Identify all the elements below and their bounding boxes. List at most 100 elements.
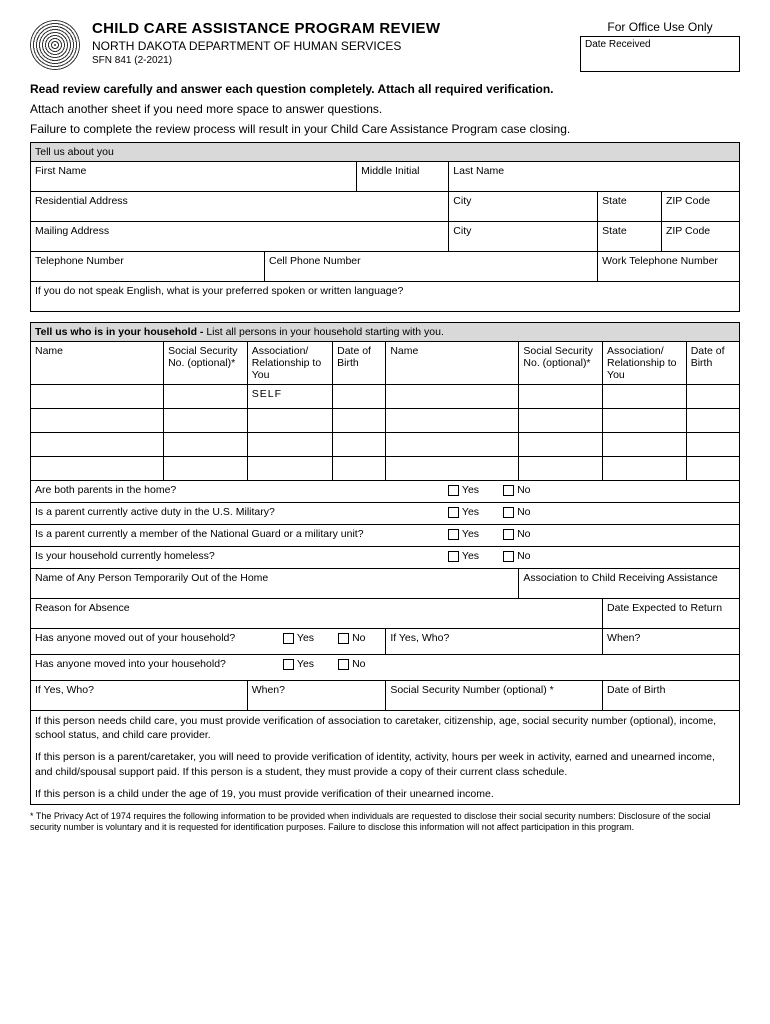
- hh-dob-3[interactable]: [333, 433, 386, 457]
- q3-no-checkbox[interactable]: [503, 529, 514, 540]
- q-parents-row: Are both parents in the home? YesNo: [31, 481, 740, 503]
- moved-out-when-field[interactable]: When?: [603, 629, 740, 655]
- verification-notes: If this person needs child care, you mus…: [31, 711, 740, 805]
- hh-ssn-2[interactable]: [164, 409, 248, 433]
- hh-dob-2[interactable]: [333, 409, 386, 433]
- moved-in-who-label: If Yes, Who?: [35, 684, 94, 696]
- hh-ssn-7[interactable]: [519, 433, 603, 457]
- res-zip-label: ZIP Code: [666, 195, 710, 207]
- col-name-1: Name: [31, 342, 164, 385]
- q2-no-checkbox[interactable]: [503, 507, 514, 518]
- work-telephone-field[interactable]: Work Telephone Number: [598, 252, 740, 282]
- cell-phone-field[interactable]: Cell Phone Number: [264, 252, 597, 282]
- q4-yes-checkbox[interactable]: [448, 551, 459, 562]
- hh-assoc-8[interactable]: [603, 457, 687, 481]
- res-zip-field[interactable]: ZIP Code: [661, 192, 739, 222]
- res-state-field[interactable]: State: [598, 192, 662, 222]
- hh-name-6[interactable]: [386, 409, 519, 433]
- hh-name-5[interactable]: [386, 385, 519, 409]
- last-name-label: Last Name: [453, 165, 504, 177]
- date-return-label: Date Expected to Return: [607, 602, 722, 614]
- verification-para-2: If this person is a parent/caretaker, yo…: [35, 750, 735, 778]
- date-received-field[interactable]: Date Received: [580, 36, 740, 72]
- intro-instruction-bold: Read review carefully and answer each qu…: [30, 82, 740, 96]
- hh-ssn-1[interactable]: [164, 385, 248, 409]
- first-name-field[interactable]: First Name: [31, 162, 357, 192]
- q1-no-checkbox[interactable]: [503, 485, 514, 496]
- form-number: SFN 841 (2-2021): [92, 55, 568, 66]
- moved-in-who-field[interactable]: If Yes, Who?: [31, 681, 248, 711]
- q2-yes-checkbox[interactable]: [448, 507, 459, 518]
- hh-ssn-5[interactable]: [519, 385, 603, 409]
- hh-name-2[interactable]: [31, 409, 164, 433]
- hh-dob-7[interactable]: [686, 433, 739, 457]
- res-city-field[interactable]: City: [449, 192, 598, 222]
- hh-assoc-3[interactable]: [247, 433, 332, 457]
- no-label: No: [517, 528, 530, 540]
- q-homeless-row: Is your household currently homeless? Ye…: [31, 547, 740, 569]
- hh-name-3[interactable]: [31, 433, 164, 457]
- hh-ssn-4[interactable]: [164, 457, 248, 481]
- mail-zip-field[interactable]: ZIP Code: [661, 222, 739, 252]
- privacy-footnote: * The Privacy Act of 1974 requires the f…: [30, 811, 740, 834]
- col-ssn-1: Social Security No. (optional)*: [164, 342, 248, 385]
- hh-dob-4[interactable]: [333, 457, 386, 481]
- mail-state-label: State: [602, 225, 627, 237]
- moved-out-who-field[interactable]: If Yes, Who?: [386, 629, 603, 655]
- section1-heading: Tell us about you: [31, 143, 740, 162]
- hh-name-4[interactable]: [31, 457, 164, 481]
- yes-label: Yes: [297, 632, 314, 644]
- yes-label: Yes: [462, 550, 479, 562]
- q4-no-checkbox[interactable]: [503, 551, 514, 562]
- moved-in-no-checkbox[interactable]: [338, 659, 349, 670]
- hh-name-1[interactable]: [31, 385, 164, 409]
- hh-dob-6[interactable]: [686, 409, 739, 433]
- hh-assoc-5[interactable]: [603, 385, 687, 409]
- hh-assoc-2[interactable]: [247, 409, 332, 433]
- q-military-row: Is a parent currently active duty in the…: [31, 503, 740, 525]
- section-about-you: Tell us about you First Name Middle Init…: [30, 142, 740, 312]
- hh-assoc-6[interactable]: [603, 409, 687, 433]
- hh-dob-5[interactable]: [686, 385, 739, 409]
- moved-in-when-field[interactable]: When?: [247, 681, 386, 711]
- assoc-child-field[interactable]: Association to Child Receiving Assistanc…: [519, 569, 740, 599]
- hh-ssn-6[interactable]: [519, 409, 603, 433]
- moved-in-ssn-field[interactable]: Social Security Number (optional) *: [386, 681, 603, 711]
- intro-line-1: Attach another sheet if you need more sp…: [30, 102, 740, 116]
- moved-in-dob-field[interactable]: Date of Birth: [603, 681, 740, 711]
- q1-yes-checkbox[interactable]: [448, 485, 459, 496]
- hh-dob-1[interactable]: [333, 385, 386, 409]
- hh-dob-8[interactable]: [686, 457, 739, 481]
- last-name-field[interactable]: Last Name: [449, 162, 740, 192]
- language-field[interactable]: If you do not speak English, what is you…: [31, 282, 740, 312]
- date-return-field[interactable]: Date Expected to Return: [603, 599, 740, 629]
- mail-city-field[interactable]: City: [449, 222, 598, 252]
- hh-ssn-3[interactable]: [164, 433, 248, 457]
- hh-name-8[interactable]: [386, 457, 519, 481]
- moved-in-ssn-label: Social Security Number (optional) *: [390, 684, 553, 696]
- mailing-address-field[interactable]: Mailing Address: [31, 222, 449, 252]
- form-title: CHILD CARE ASSISTANCE PROGRAM REVIEW: [92, 20, 568, 37]
- hh-ssn-8[interactable]: [519, 457, 603, 481]
- q-parents-label: Are both parents in the home?: [35, 484, 445, 496]
- telephone-field[interactable]: Telephone Number: [31, 252, 265, 282]
- moved-out-yes-checkbox[interactable]: [283, 633, 294, 644]
- section2-heading: Tell us who is in your household - List …: [31, 323, 740, 342]
- moved-in-when-label: When?: [252, 684, 285, 696]
- q3-yes-checkbox[interactable]: [448, 529, 459, 540]
- moved-in-yes-checkbox[interactable]: [283, 659, 294, 670]
- hh-assoc-7[interactable]: [603, 433, 687, 457]
- hh-name-7[interactable]: [386, 433, 519, 457]
- residential-address-field[interactable]: Residential Address: [31, 192, 449, 222]
- reason-absence-field[interactable]: Reason for Absence: [31, 599, 603, 629]
- form-header: CHILD CARE ASSISTANCE PROGRAM REVIEW NOR…: [30, 20, 740, 72]
- hh-assoc-4[interactable]: [247, 457, 332, 481]
- mail-zip-label: ZIP Code: [666, 225, 710, 237]
- moved-in-row: Has anyone moved into your household? Ye…: [31, 655, 740, 681]
- col-name-2: Name: [386, 342, 519, 385]
- moved-out-no-checkbox[interactable]: [338, 633, 349, 644]
- assoc-child-label: Association to Child Receiving Assistanc…: [523, 572, 717, 584]
- mail-state-field[interactable]: State: [598, 222, 662, 252]
- middle-initial-field[interactable]: Middle Initial: [357, 162, 449, 192]
- temp-out-name-field[interactable]: Name of Any Person Temporarily Out of th…: [31, 569, 519, 599]
